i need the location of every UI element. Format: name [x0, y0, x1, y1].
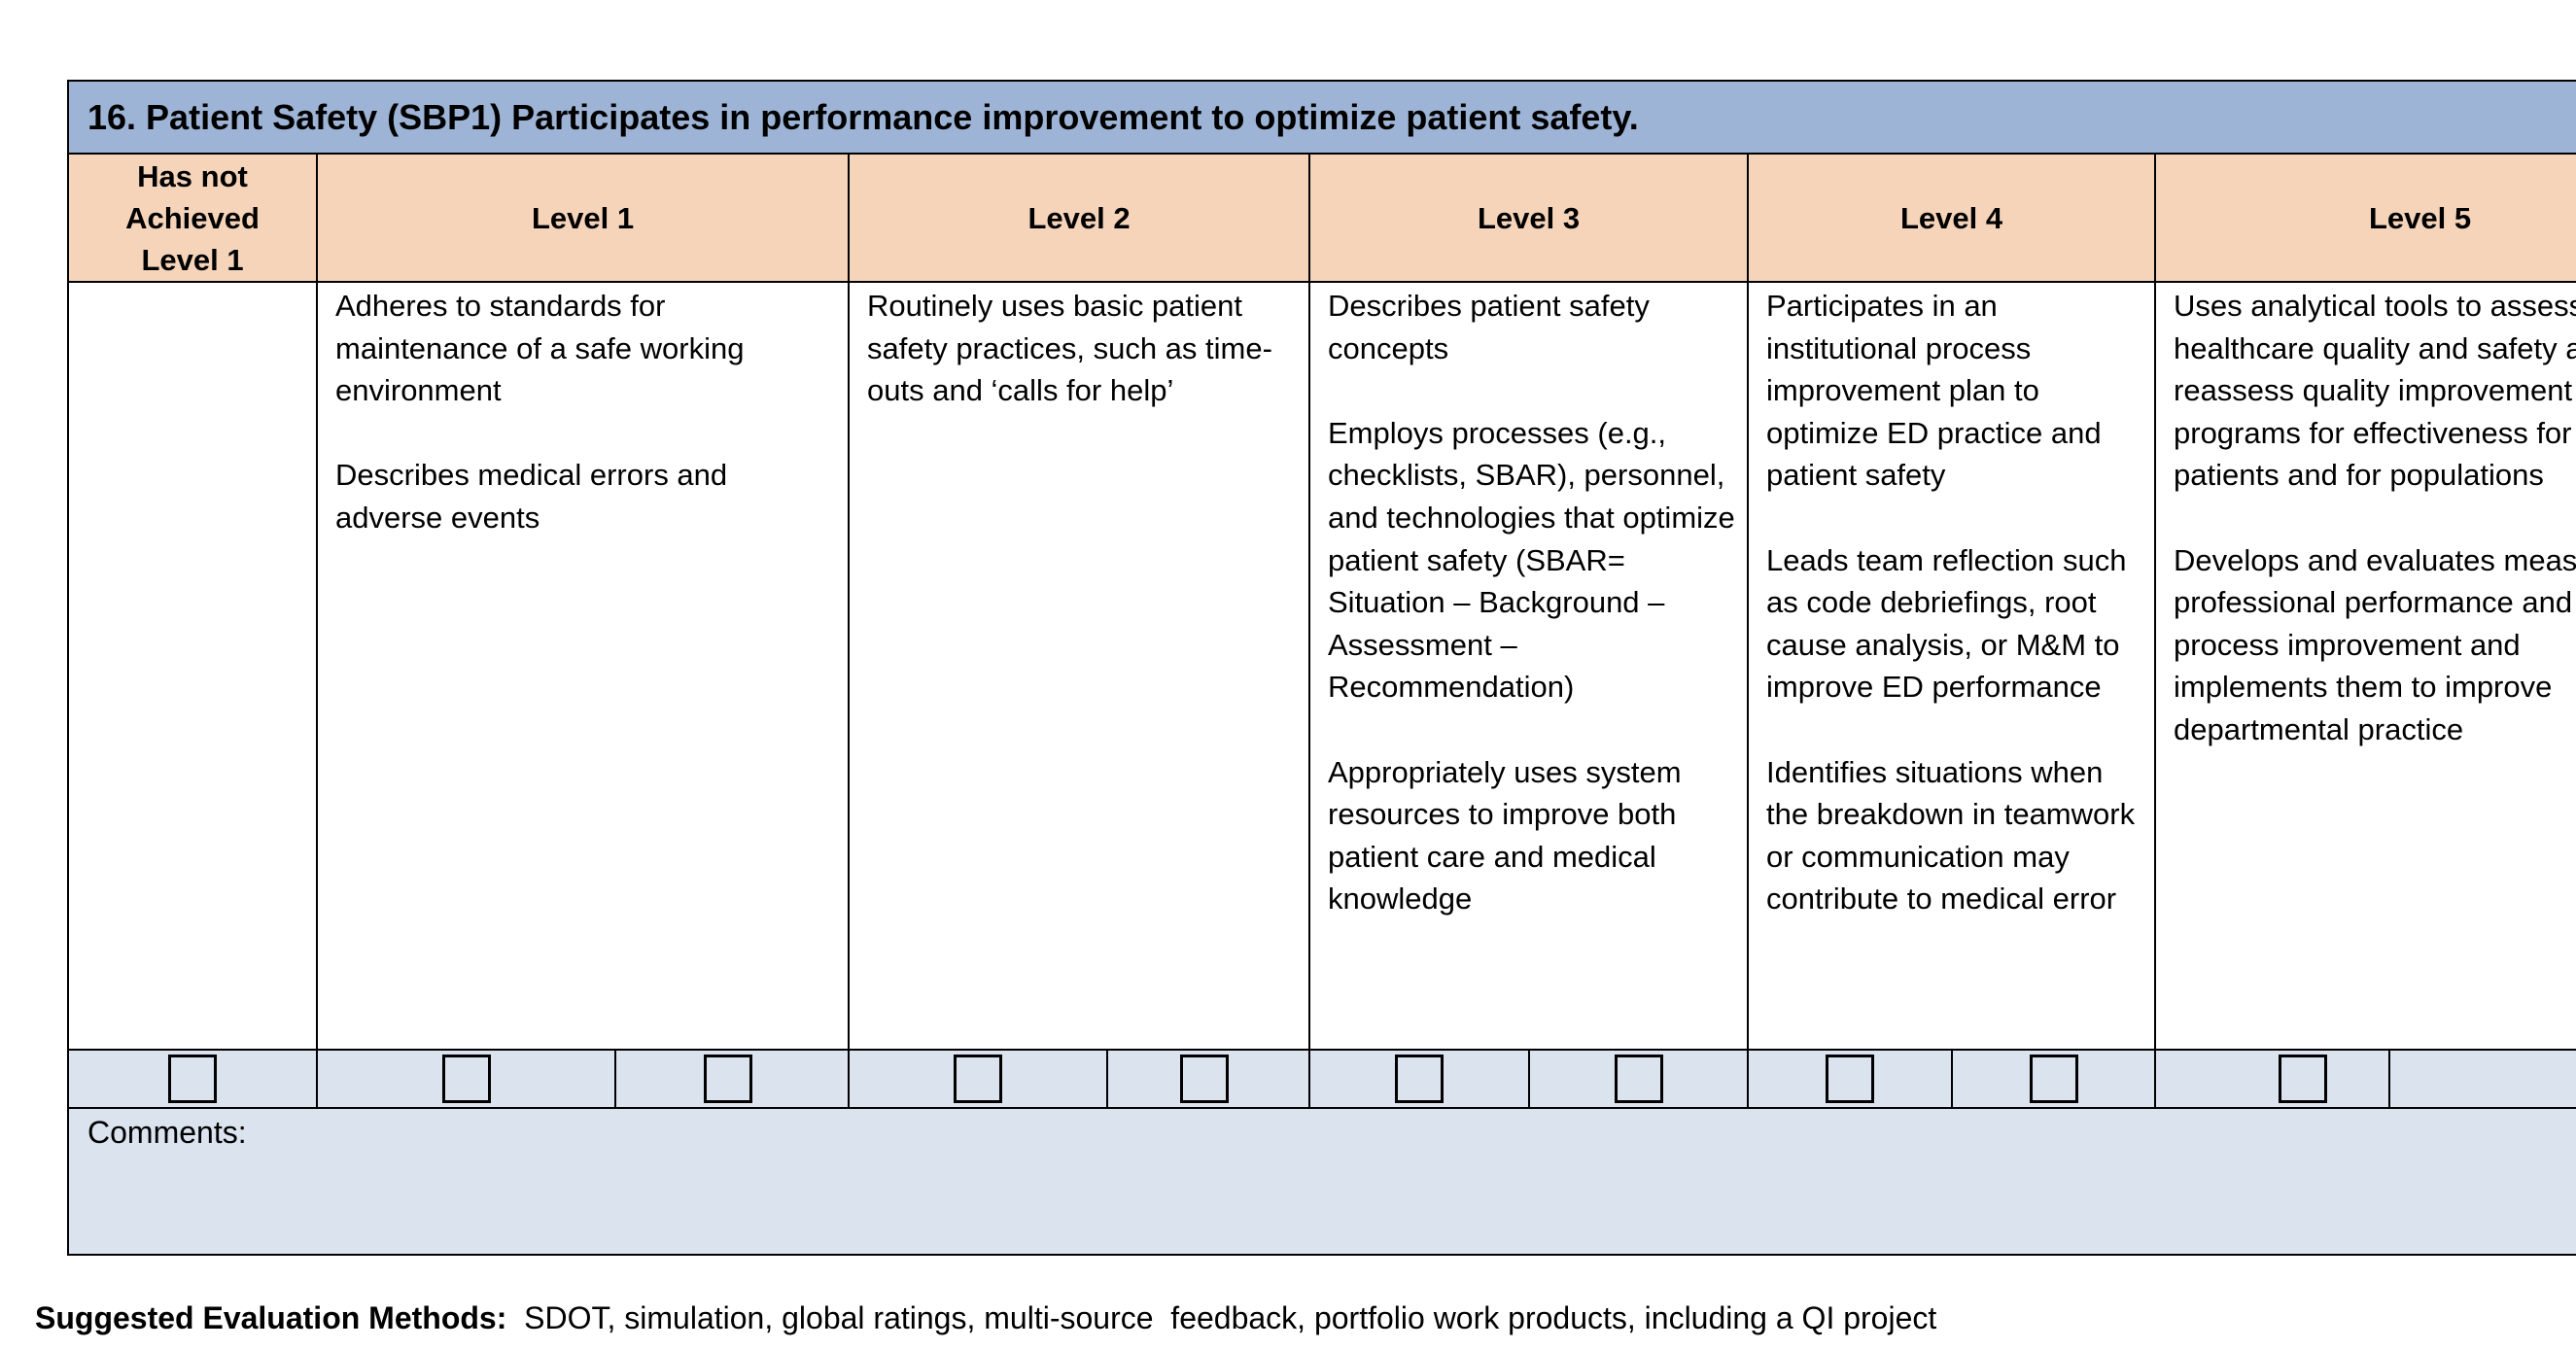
checkbox-cell: [316, 1049, 616, 1109]
milestone-title: 16. Patient Safety (SBP1) Participates i…: [66, 80, 2576, 155]
description-level-1: Adheres to standards for maintenance of …: [316, 281, 850, 1051]
description-not-achieved: [67, 281, 318, 1051]
checkbox-level-4[interactable]: [1826, 1055, 1874, 1103]
checkbox-level-3[interactable]: [1395, 1055, 1444, 1103]
checkbox-cell: [1528, 1049, 1749, 1109]
checkbox-cell: [1747, 1049, 1953, 1109]
evaluation-methods-text: SDOT, simulation, global ratings, multi-…: [524, 1300, 1937, 1335]
checkbox-level-4-5[interactable]: [2029, 1055, 2078, 1103]
level-4-item: Leads team reflection such as code debri…: [1766, 542, 2127, 705]
level-5-item: Develops and evaluates measures of profe…: [2174, 542, 2576, 746]
checkbox-level-3-4[interactable]: [1614, 1055, 1663, 1103]
checkbox-level-1[interactable]: [441, 1055, 491, 1103]
header-not-achieved-line-3: Level 1: [141, 242, 244, 277]
header-not-achieved-line-2: Achieved: [125, 200, 260, 235]
header-level-3: Level 3: [1308, 153, 1749, 283]
checkbox-level-1-2[interactable]: [704, 1055, 752, 1103]
evaluation-methods-label: Suggested Evaluation Methods:: [35, 1300, 507, 1335]
checkbox-level-2[interactable]: [954, 1055, 1002, 1103]
description-level-2: Routinely uses basic patient safety prac…: [848, 281, 1310, 1051]
checkbox-not-achieved[interactable]: [168, 1055, 217, 1103]
comments-field[interactable]: Comments:: [66, 1107, 2576, 1256]
header-level-2: Level 2: [848, 153, 1310, 283]
level-5-item: Uses analytical tools to assess healthca…: [2174, 289, 2576, 493]
description-level-3: Describes patient safety concepts Employ…: [1308, 281, 1749, 1051]
checkbox-cell: [848, 1049, 1108, 1109]
header-not-achieved: Has not Achieved Level 1: [67, 153, 318, 283]
description-level-4: Participates in an institutional process…: [1747, 281, 2156, 1051]
checkbox-cell: [1308, 1049, 1530, 1109]
level-1-item: Describes medical errors and adverse eve…: [335, 458, 728, 535]
checkbox-cell: [1951, 1049, 2156, 1109]
level-1-item: Adheres to standards for maintenance of …: [335, 289, 745, 408]
checkbox-level-5[interactable]: [2279, 1055, 2327, 1103]
checkbox-cell: [1106, 1049, 1310, 1109]
checkbox-cell: [2387, 1049, 2576, 1109]
description-level-5: Uses analytical tools to assess healthca…: [2153, 281, 2576, 1051]
level-2-item: Routinely uses basic patient safety prac…: [867, 289, 1272, 408]
level-4-item: Participates in an institutional process…: [1766, 289, 2102, 493]
milestone-table: 16. Patient Safety (SBP1) Participates i…: [66, 80, 2576, 1256]
header-level-1: Level 1: [316, 153, 850, 283]
header-level-5: Level 5: [2153, 153, 2576, 283]
comments-label: Comments:: [87, 1115, 247, 1150]
level-3-item: Employs processes (e.g., checklists, SBA…: [1328, 415, 1735, 705]
header-not-achieved-line-1: Has not: [137, 158, 248, 193]
checkbox-cell: [67, 1049, 318, 1109]
checkbox-level-2-3[interactable]: [1180, 1055, 1229, 1103]
checkbox-cell: [614, 1049, 850, 1109]
checkbox-cell: [2154, 1049, 2390, 1109]
header-level-4: Level 4: [1747, 153, 2156, 283]
level-3-item: Appropriately uses system resources to i…: [1328, 754, 1682, 917]
level-4-item: Identifies situations when the breakdown…: [1766, 754, 2136, 917]
level-3-item: Describes patient safety concepts: [1328, 289, 1650, 365]
evaluation-methods: Suggested Evaluation Methods: SDOT, simu…: [35, 1300, 1936, 1336]
